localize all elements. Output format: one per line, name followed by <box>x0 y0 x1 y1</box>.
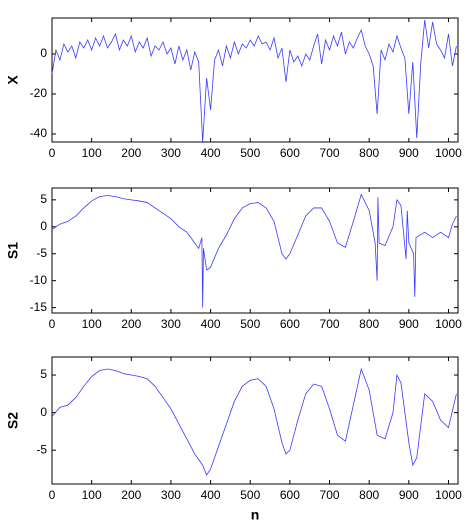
y-tick-label: 0 <box>40 46 47 60</box>
x-tick-label: 400 <box>201 488 221 502</box>
x-tick-label: 1000 <box>435 488 462 502</box>
y-tick-label: 0 <box>40 219 47 233</box>
x-tick-label: 600 <box>280 488 300 502</box>
x-tick-label: 600 <box>280 317 300 331</box>
x-tick-label: 700 <box>320 488 340 502</box>
x-tick-label: 100 <box>82 317 102 331</box>
y-axis-label: S1 <box>5 242 21 259</box>
y-tick-label: 5 <box>40 192 47 206</box>
y-tick-label: -20 <box>30 86 48 100</box>
x-tick-label: 300 <box>161 488 181 502</box>
y-tick-label: -40 <box>30 126 48 140</box>
x-tick-label: 400 <box>201 317 221 331</box>
x-tick-label: 900 <box>399 317 419 331</box>
x-tick-label: 500 <box>240 146 260 160</box>
x-tick-label: 400 <box>201 146 221 160</box>
y-tick-label: -10 <box>30 273 48 287</box>
y-tick-label: 5 <box>40 367 47 381</box>
x-tick-label: 100 <box>82 488 102 502</box>
x-tick-label: 1000 <box>435 146 462 160</box>
x-tick-label: 500 <box>240 488 260 502</box>
x-tick-label: 200 <box>121 146 141 160</box>
y-tick-label: 0 <box>40 405 47 419</box>
x-tick-label: 800 <box>359 488 379 502</box>
plot-frame <box>51 356 459 485</box>
x-tick-label: 200 <box>121 317 141 331</box>
y-axis-label: S2 <box>5 412 21 429</box>
x-tick-label: 700 <box>320 317 340 331</box>
y-tick-label: -5 <box>36 442 47 456</box>
x-tick-label: 900 <box>399 146 419 160</box>
y-tick-label: -15 <box>30 300 48 314</box>
x-tick-label: 100 <box>82 146 102 160</box>
data-line <box>51 193 457 308</box>
data-line <box>51 19 457 143</box>
x-tick-label: 0 <box>49 317 56 331</box>
x-tick-label: 500 <box>240 317 260 331</box>
x-tick-label: 0 <box>49 146 56 160</box>
y-axis-label: X <box>5 75 21 85</box>
plot-frame <box>51 17 459 143</box>
x-tick-label: 800 <box>359 146 379 160</box>
x-tick-label: 300 <box>161 317 181 331</box>
plot-frame <box>51 187 459 314</box>
data-line <box>51 367 457 476</box>
x-tick-label: 200 <box>121 488 141 502</box>
y-tick-label: -5 <box>36 246 47 260</box>
x-tick-label: 300 <box>161 146 181 160</box>
x-tick-label: 600 <box>280 146 300 160</box>
x-tick-label: 800 <box>359 317 379 331</box>
x-tick-label: 700 <box>320 146 340 160</box>
x-tick-label: 0 <box>49 488 56 502</box>
x-axis-label: n <box>251 507 260 523</box>
x-tick-label: 900 <box>399 488 419 502</box>
x-tick-label: 1000 <box>435 317 462 331</box>
